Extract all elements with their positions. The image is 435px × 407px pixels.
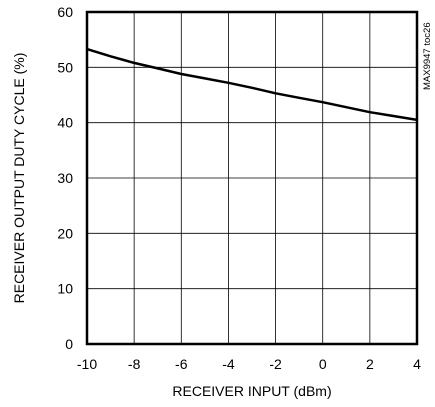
- y-axis-label: RECEIVER OUTPUT DUTY CYCLE (%): [11, 53, 27, 304]
- x-tick-label: -4: [222, 356, 235, 372]
- y-tick-label: 50: [57, 59, 73, 75]
- y-tick-label: 10: [57, 281, 73, 297]
- y-tick-label: 20: [57, 225, 73, 241]
- series-group: [86, 47, 418, 122]
- plot-frame: [85, 10, 419, 346]
- x-tick-label: 4: [413, 356, 421, 372]
- y-tick-label: 40: [57, 115, 73, 131]
- grid-lines: [87, 12, 417, 344]
- x-axis-label: RECEIVER INPUT (dBm): [172, 383, 331, 399]
- x-tick-label: 2: [366, 356, 374, 372]
- x-tick-labels: -10 -8 -6 -4 -2 0 2 4: [77, 356, 421, 372]
- y-tick-label: 0: [65, 336, 73, 352]
- figure-code: MAX9947 toc26: [422, 22, 433, 90]
- y-tick-labels: 0 10 20 30 40 50 60: [57, 4, 73, 352]
- x-tick-label: 0: [319, 356, 327, 372]
- x-tick-label: -8: [128, 356, 141, 372]
- y-tick-label: 30: [57, 170, 73, 186]
- x-tick-label: -10: [77, 356, 97, 372]
- y-tick-label: 60: [57, 4, 73, 20]
- x-tick-label: -6: [175, 356, 188, 372]
- series-line: [86, 47, 418, 122]
- x-tick-label: -2: [269, 356, 282, 372]
